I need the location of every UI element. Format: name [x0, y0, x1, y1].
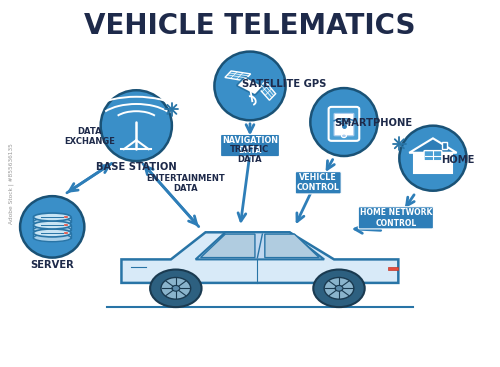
Text: HOME NETWORK
CONTROL: HOME NETWORK CONTROL — [360, 208, 432, 228]
Polygon shape — [196, 232, 324, 259]
Ellipse shape — [34, 229, 71, 237]
Text: SERVER: SERVER — [30, 260, 74, 270]
Polygon shape — [34, 233, 71, 238]
Ellipse shape — [34, 213, 71, 221]
Polygon shape — [200, 234, 255, 258]
Ellipse shape — [214, 52, 286, 120]
Circle shape — [324, 277, 354, 299]
Text: BASE STATION: BASE STATION — [96, 162, 176, 172]
Text: HOME: HOME — [441, 155, 474, 164]
Ellipse shape — [100, 90, 172, 161]
Polygon shape — [258, 81, 276, 100]
Polygon shape — [265, 234, 319, 258]
Text: SMARTPHONE: SMARTPHONE — [334, 119, 412, 128]
Polygon shape — [409, 138, 457, 153]
FancyBboxPatch shape — [237, 77, 263, 95]
Text: TRAFFIC
DATA: TRAFFIC DATA — [230, 145, 270, 164]
FancyBboxPatch shape — [328, 107, 360, 141]
Ellipse shape — [34, 234, 71, 242]
FancyBboxPatch shape — [424, 150, 442, 161]
Polygon shape — [414, 153, 452, 172]
Circle shape — [150, 269, 202, 307]
Text: NAVIGATION
DATA: NAVIGATION DATA — [222, 136, 278, 155]
Polygon shape — [34, 217, 71, 222]
Circle shape — [342, 134, 346, 138]
Circle shape — [172, 286, 180, 291]
Ellipse shape — [310, 88, 378, 156]
Polygon shape — [225, 71, 250, 81]
Polygon shape — [388, 267, 398, 270]
Ellipse shape — [400, 126, 466, 191]
Ellipse shape — [34, 221, 71, 229]
Text: VEHICLE
CONTROL: VEHICLE CONTROL — [296, 173, 340, 192]
FancyBboxPatch shape — [334, 113, 354, 136]
Circle shape — [161, 277, 190, 299]
Ellipse shape — [34, 226, 71, 234]
Text: Adobe Stock | #855636135: Adobe Stock | #855636135 — [8, 143, 14, 224]
Text: SATELLITE GPS: SATELLITE GPS — [242, 79, 327, 89]
Circle shape — [314, 269, 364, 307]
Polygon shape — [34, 225, 71, 230]
Text: VEHICLE TELEMATICS: VEHICLE TELEMATICS — [84, 12, 416, 40]
Circle shape — [335, 286, 343, 291]
Polygon shape — [442, 142, 447, 149]
Ellipse shape — [20, 196, 84, 258]
Polygon shape — [122, 232, 398, 283]
Text: DATA
EXCHANGE: DATA EXCHANGE — [64, 127, 114, 146]
Text: ENTERTAINMENT
DATA: ENTERTAINMENT DATA — [146, 174, 225, 193]
Ellipse shape — [34, 218, 71, 226]
